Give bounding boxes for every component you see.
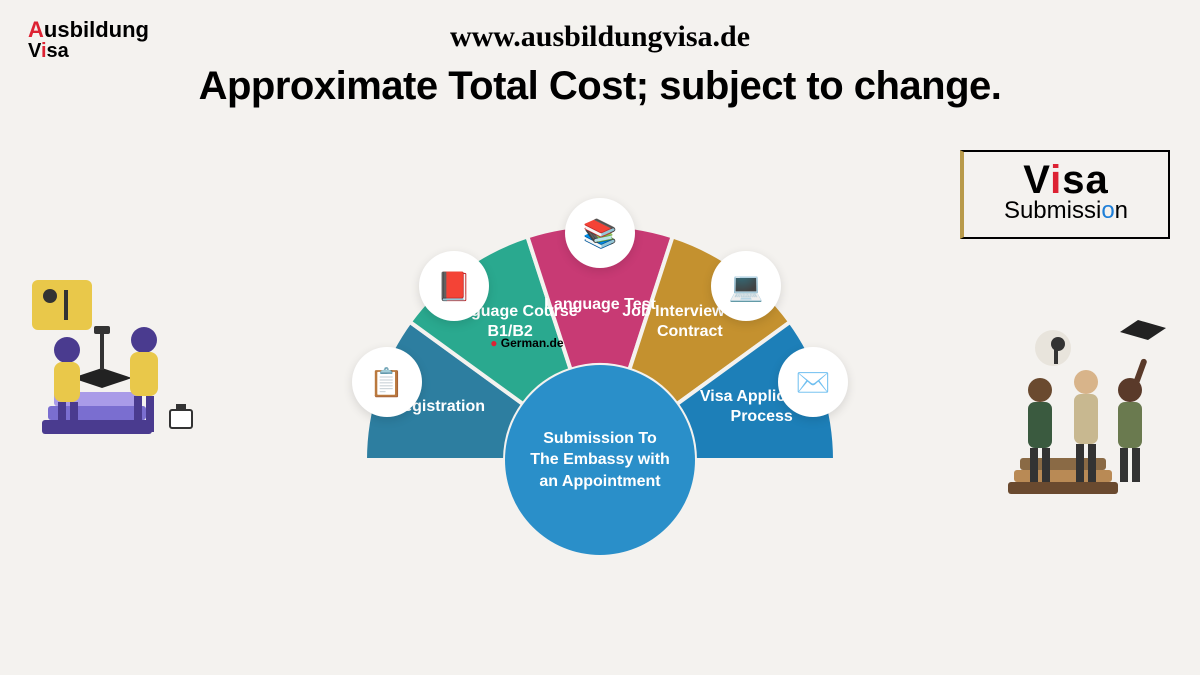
visa-submission-badge: Visa Submission: [960, 150, 1170, 239]
segment-icon: 📕: [419, 251, 489, 321]
logo-ausbildung-visa: Ausbildung Visa: [28, 18, 149, 62]
sub-post: n: [1115, 197, 1128, 224]
sub-o: o: [1101, 197, 1114, 224]
logo-sa: sa: [47, 40, 69, 62]
center-label: Submission To The Embassy with an Appoin…: [529, 428, 671, 493]
sub-pre: Submissi: [1004, 197, 1101, 224]
logo-a: A: [28, 17, 44, 42]
segment-icon: 📋: [352, 347, 422, 417]
visa-sa: sa: [1062, 158, 1109, 202]
center-circle: Submission To The Embassy with an Appoin…: [505, 365, 695, 555]
visa-v: V: [1023, 158, 1050, 202]
site-url: www.ausbildungvisa.de: [450, 20, 750, 54]
brand-tag-german-de: ● German.de: [490, 336, 563, 350]
page-title: Approximate Total Cost; subject to chang…: [199, 64, 1002, 109]
segment-icon: 💻: [711, 251, 781, 321]
fan-chart: Registration📋Language Course B1/B2📕Langu…: [280, 160, 920, 600]
segment-icon: 📚: [565, 198, 635, 268]
logo-rest1: usbildung: [44, 17, 149, 42]
logo-v: V: [28, 40, 41, 62]
segment-icon: ✉️: [778, 347, 848, 417]
illustration-graduates-icon: [998, 310, 1178, 510]
illustration-workers-icon: [22, 260, 202, 460]
visa-dot: i: [1050, 158, 1062, 202]
